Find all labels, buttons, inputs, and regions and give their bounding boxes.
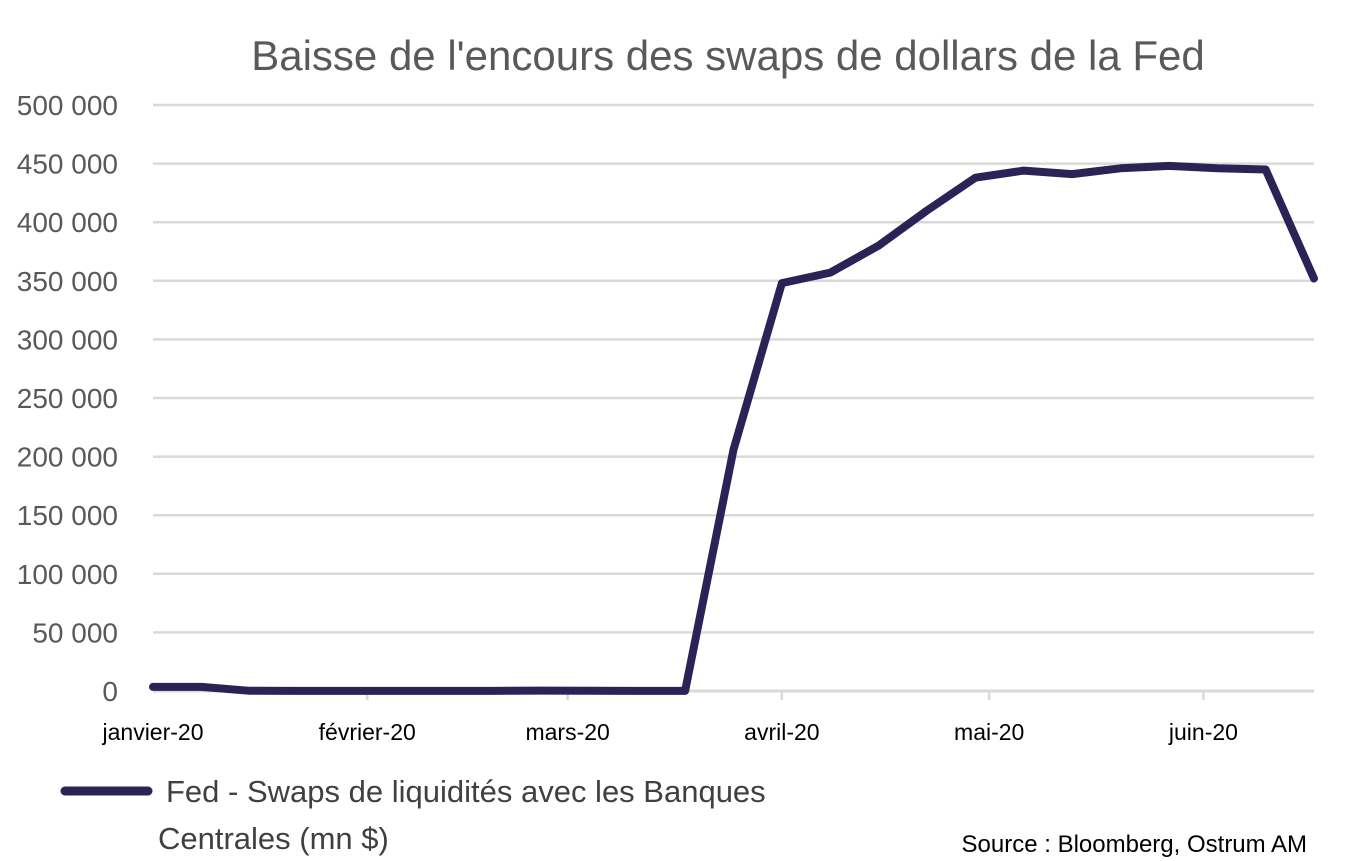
series-line: [149, 161, 1318, 695]
x-tick-label: juin-20: [1168, 719, 1238, 745]
legend-label-line2: Centrales (mn $): [158, 821, 389, 856]
y-tick-label: 150 000: [17, 500, 118, 531]
x-tick-label: avril-20: [744, 719, 819, 745]
y-tick-label: 50 000: [32, 617, 118, 648]
chart-title: Baisse de l'encours des swaps de dollars…: [251, 32, 1205, 79]
y-tick-label: 100 000: [17, 559, 118, 590]
y-tick-label: 300 000: [17, 324, 118, 355]
legend: Fed - Swaps de liquidités avec les Banqu…: [60, 774, 766, 856]
legend-label-line1: Fed - Swaps de liquidités avec les Banqu…: [166, 774, 766, 809]
y-tick-label: 0: [102, 676, 118, 707]
source-note: Source : Bloomberg, Ostrum AM: [962, 831, 1307, 858]
y-axis-ticks: 0 50 000 100 000 150 000 200 000 250 000 300 0…: [17, 90, 118, 707]
y-tick-label: 350 000: [17, 266, 118, 297]
x-tick-label: janvier-20: [102, 719, 204, 745]
x-tick-label: mai-20: [954, 719, 1024, 745]
gridlines: [153, 103, 1314, 693]
y-tick-label: 200 000: [17, 442, 118, 473]
x-axis-ticks: janvier-20 février-20 mars-20 avril-20 mai-2…: [102, 691, 1238, 745]
y-tick-label: 450 000: [17, 149, 118, 180]
series-layer: [149, 161, 1318, 695]
x-tick-label: mars-20: [525, 719, 609, 745]
x-tick-label: février-20: [319, 719, 416, 745]
y-tick-label: 500 000: [17, 90, 118, 121]
y-tick-label: 250 000: [17, 383, 118, 414]
y-tick-label: 400 000: [17, 207, 118, 238]
